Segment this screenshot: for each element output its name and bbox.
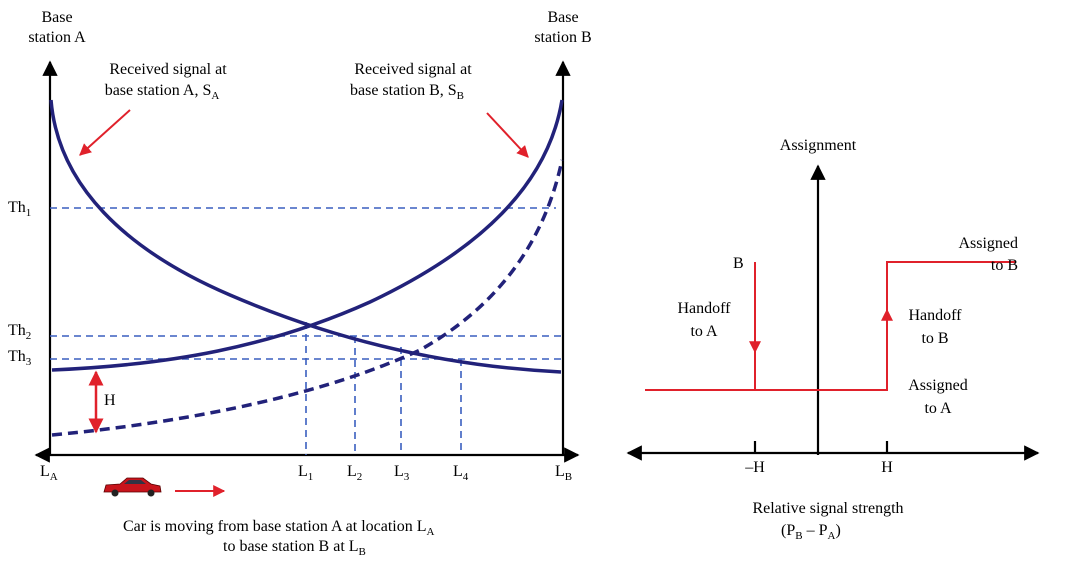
signal-a-label: Received signal at base station A, SA [105, 61, 228, 102]
location-label: L1 [298, 463, 313, 483]
text: Base [41, 9, 72, 26]
text: L [555, 463, 565, 480]
text: 2 [26, 330, 32, 342]
threshold-label: Th2 [8, 322, 31, 342]
threshold-label: Th3 [8, 348, 32, 368]
text: Received signal at [354, 61, 472, 78]
location-label: LA [40, 463, 58, 483]
signal-b-label: Received signal at base station B, SB [350, 61, 472, 102]
text: Handoff [677, 300, 731, 317]
text: base station A, S [105, 82, 212, 99]
text: B [795, 530, 802, 542]
pointer-arrow [79, 109, 131, 156]
signal-b-curve [51, 99, 564, 372]
text: 4 [463, 471, 469, 483]
region-label: Assigned to B [958, 235, 1018, 274]
text: base station B, S [350, 82, 457, 99]
text: station B [534, 29, 591, 46]
text: 3 [404, 471, 410, 483]
text: B [565, 471, 572, 483]
text: to B [991, 257, 1018, 274]
text: Th [8, 348, 26, 365]
y-axis-label: Assignment [780, 137, 857, 154]
text: to A [690, 323, 718, 340]
text: Received signal at [109, 61, 227, 78]
text: Th [8, 199, 26, 216]
text: Car is moving from base station A at loc… [123, 518, 427, 535]
text: L [394, 463, 404, 480]
text: – P [803, 522, 828, 539]
text: 2 [357, 471, 363, 483]
tick-label: –H [744, 459, 765, 476]
caption: to base station B at LB [223, 538, 366, 558]
text: Handoff [908, 307, 962, 324]
x-axis-label: (PB – PA) [781, 522, 841, 542]
location-label: L3 [394, 463, 410, 483]
tick-label: H [881, 459, 893, 476]
station-label: Base station B [534, 9, 591, 46]
text: station A [28, 29, 86, 46]
text: to A [924, 400, 952, 417]
text: 1 [26, 207, 32, 219]
level-label: B [733, 255, 744, 272]
text: B [359, 546, 366, 558]
text: ) [835, 522, 840, 539]
text: L [347, 463, 357, 480]
text: A [827, 530, 835, 542]
text: B [457, 90, 464, 102]
location-label: L2 [347, 463, 362, 483]
text: L [40, 463, 50, 480]
text: L [453, 463, 463, 480]
text: to B [921, 330, 948, 347]
station-label: Base station A [28, 9, 86, 46]
signal-b-minus-h-curve [51, 159, 564, 437]
text: Assigned [958, 235, 1018, 252]
text: A [427, 526, 435, 538]
pointer-arrow [486, 112, 529, 158]
text: 1 [308, 471, 314, 483]
x-axis-label: Relative signal strength [752, 500, 903, 517]
text: Th [8, 322, 26, 339]
region-label: Assigned to A [908, 377, 968, 417]
threshold-label: Th1 [8, 199, 31, 219]
handoff-label: Handoff to B [908, 307, 962, 347]
location-label: L4 [453, 463, 469, 483]
car-icon [103, 477, 162, 497]
caption: Car is moving from base station A at loc… [123, 518, 435, 538]
text: Base [547, 9, 578, 26]
handoff-label: Handoff to A [677, 300, 731, 340]
text: 3 [26, 356, 32, 368]
text: to base station B at L [223, 538, 359, 555]
text: A [211, 90, 219, 102]
location-label: LB [555, 463, 572, 483]
signal-a-curve [49, 99, 562, 374]
hysteresis-label: H [104, 392, 116, 409]
text: Assigned [908, 377, 968, 394]
text: A [50, 471, 58, 483]
text: L [298, 463, 308, 480]
text: (P [781, 522, 795, 539]
